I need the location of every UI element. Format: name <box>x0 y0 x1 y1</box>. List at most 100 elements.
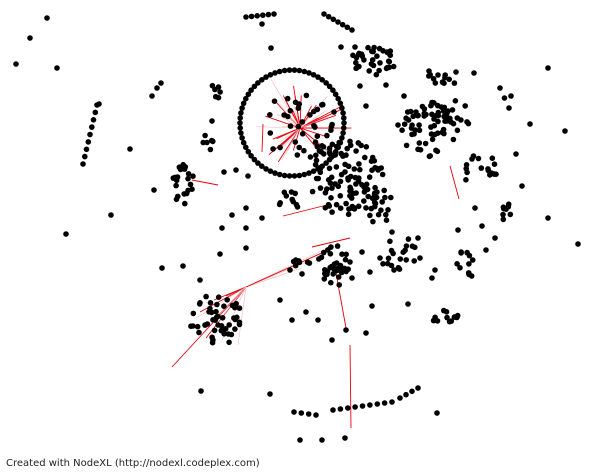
graph-node <box>329 209 335 215</box>
graph-node <box>297 173 303 179</box>
graph-node <box>82 154 88 160</box>
graph-node <box>266 12 272 18</box>
graph-node <box>405 301 411 307</box>
graph-node <box>217 251 223 257</box>
graph-node <box>412 245 418 251</box>
graph-node <box>304 93 310 99</box>
graph-node <box>172 175 178 181</box>
graph-node <box>315 133 321 139</box>
graph-node <box>288 108 294 114</box>
graph-node <box>202 133 208 139</box>
graph-node <box>210 340 216 346</box>
graph-node <box>462 103 468 109</box>
graph-node <box>342 435 348 441</box>
graph-node <box>391 267 397 273</box>
graph-node <box>310 189 316 195</box>
graph-node <box>324 272 330 278</box>
graph-node <box>182 166 188 172</box>
graph-node <box>385 261 391 267</box>
graph-node <box>466 121 472 127</box>
graph-node <box>302 172 308 178</box>
graph-node <box>423 141 429 147</box>
graph-node <box>209 335 215 341</box>
graph-node <box>387 59 393 65</box>
graph-node <box>397 395 403 401</box>
graph-node <box>370 219 376 225</box>
graph-node <box>360 403 366 409</box>
graph-node <box>300 119 306 125</box>
graph-node <box>352 166 358 172</box>
graph-node <box>413 109 419 115</box>
graph-node <box>452 80 458 86</box>
graph-edge <box>450 166 459 199</box>
graph-node <box>200 140 206 146</box>
graph-node <box>453 69 459 75</box>
graph-node <box>446 77 452 83</box>
graph-node <box>221 169 227 175</box>
graph-node <box>490 155 496 161</box>
graph-node <box>331 109 337 115</box>
graph-node <box>208 300 214 306</box>
graph-node <box>149 93 155 99</box>
graph-node <box>289 317 295 323</box>
graph-node <box>508 93 514 99</box>
graph-node <box>254 13 260 19</box>
graph-node <box>429 100 435 106</box>
graph-node <box>328 127 334 133</box>
graph-node <box>492 161 498 167</box>
graph-node <box>383 212 389 218</box>
graph-node <box>455 128 461 134</box>
graph-node <box>297 68 303 74</box>
graph-node <box>292 67 298 73</box>
graph-node <box>330 271 336 277</box>
graph-node <box>377 46 383 52</box>
graph-node <box>353 190 359 196</box>
graph-node <box>308 154 314 160</box>
graph-node <box>330 407 336 413</box>
graph-node <box>63 231 69 237</box>
graph-node <box>205 321 211 327</box>
graph-node <box>185 176 191 182</box>
graph-node <box>372 204 378 210</box>
graph-node <box>483 247 489 253</box>
graph-node <box>417 140 423 146</box>
graph-node <box>369 61 375 67</box>
graph-node <box>381 188 387 194</box>
graph-node <box>395 122 401 128</box>
graph-node <box>356 140 362 146</box>
graph-node <box>343 327 349 333</box>
graph-node <box>389 399 395 405</box>
graph-node <box>267 391 273 397</box>
graph-node <box>341 115 347 121</box>
graph-node <box>334 260 340 266</box>
graph-node <box>319 255 325 261</box>
graph-node <box>91 117 97 123</box>
graph-node <box>575 241 581 247</box>
graph-node <box>374 189 380 195</box>
graph-node <box>343 152 349 158</box>
graph-node <box>299 410 305 416</box>
graph-node <box>506 105 512 111</box>
graph-node <box>299 271 305 277</box>
graph-node <box>220 315 226 321</box>
graph-node <box>353 60 359 66</box>
graph-node <box>471 70 477 76</box>
graph-node <box>219 225 225 231</box>
graph-node <box>347 259 353 265</box>
graph-node <box>267 112 273 118</box>
graph-node <box>472 205 478 211</box>
graph-node <box>365 187 371 193</box>
graph-node <box>453 98 459 104</box>
graph-node <box>433 148 439 154</box>
graph-node <box>458 249 464 255</box>
graph-node <box>270 146 276 152</box>
graph-node <box>213 94 219 100</box>
graph-node <box>370 155 376 161</box>
graph-node <box>353 181 359 187</box>
graph-node <box>334 164 340 170</box>
graph-node <box>348 143 354 149</box>
graph-node <box>315 107 321 113</box>
graph-node <box>435 119 441 125</box>
graph-node <box>232 326 238 332</box>
graph-node <box>345 405 351 411</box>
